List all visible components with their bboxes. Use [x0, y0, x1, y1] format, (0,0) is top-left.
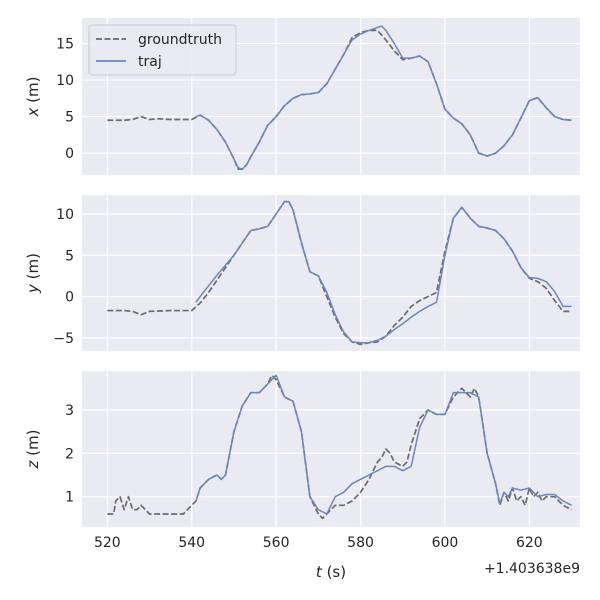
series-line-traj [195, 374, 572, 515]
plot-area [82, 371, 580, 527]
series-line-traj [195, 200, 572, 344]
y-axis-label: x (m) [24, 77, 42, 118]
x-tick-label: 520 [94, 535, 121, 551]
y-tick-label: 15 [56, 37, 74, 53]
series-line-traj [195, 25, 572, 170]
y-axis-label: y (m) [24, 253, 42, 294]
subplot-x: 0 5 10 15 x (m) groundtruth traj [24, 18, 580, 175]
x-tick-label: 620 [516, 535, 543, 551]
subplot-z: 1 2 3 z (m) 520 540 560 580 600 620 t (s) +1.403638… [24, 371, 580, 581]
x-tick-label: 560 [263, 535, 290, 551]
y-tick-label: 10 [56, 73, 74, 89]
legend-label-traj: traj [138, 54, 162, 70]
x-tick-label: 580 [347, 535, 374, 551]
x-tick-label: 600 [432, 535, 459, 551]
y-tick-label: 1 [65, 490, 74, 506]
x-tick-label: 540 [178, 535, 205, 551]
legend: groundtruth traj [88, 24, 237, 76]
y-tick-label: 10 [56, 207, 74, 223]
y-tick-label: 2 [65, 446, 74, 462]
y-tick-label: 5 [65, 248, 74, 264]
plot-area [82, 195, 580, 351]
legend-label-groundtruth: groundtruth [138, 32, 222, 48]
subplot-y: −5 0 5 10 y (m) [24, 195, 580, 351]
y-tick-label: −5 [53, 331, 74, 347]
y-axis-label: z (m) [24, 430, 42, 470]
series-line-groundtruth [107, 374, 572, 520]
y-tick-label: 0 [65, 290, 74, 306]
y-tick-label: 5 [65, 110, 74, 126]
y-tick-label: 0 [65, 146, 74, 162]
x-axis-label: t (s) [316, 563, 346, 581]
y-tick-label: 3 [65, 403, 74, 419]
x-offset-text: +1.403638e9 [484, 561, 580, 577]
